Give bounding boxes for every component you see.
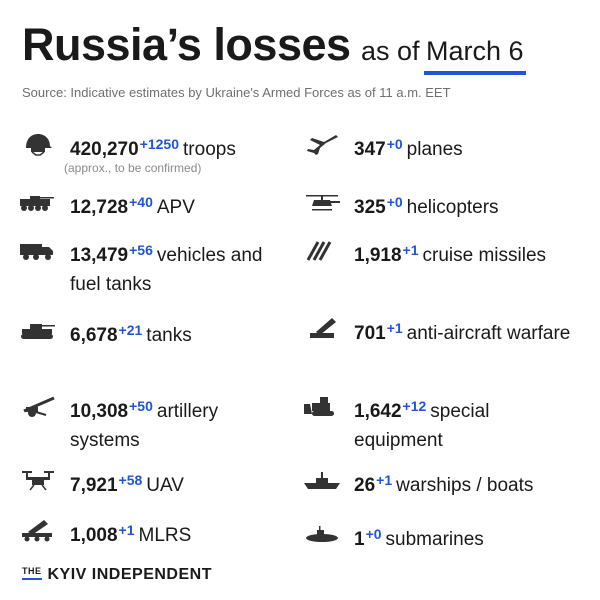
- stat-cruise-missiles: 1,918+1 cruise missiles: [302, 236, 572, 270]
- source-line: Source: Indicative estimates by Ukraine'…: [22, 85, 451, 100]
- stat-tanks: 6,678+21 tanks: [18, 316, 288, 350]
- page-title: Russia’s losses: [22, 19, 351, 70]
- stat-artillery: 10,308+50 artillery systems: [18, 392, 288, 455]
- submarine-icon: [302, 522, 342, 546]
- tank-icon: [18, 318, 58, 342]
- missiles-icon: [302, 238, 342, 262]
- mlrs-icon: [18, 518, 58, 542]
- stat-helicopters: 325+0 helicopters: [302, 188, 572, 222]
- bulldozer-icon: [302, 394, 342, 418]
- drone-icon: [18, 468, 58, 492]
- footer-publication: KYIV INDEPENDENT: [47, 566, 212, 583]
- stat-anti-aircraft: 701+1 anti-aircraft warfare: [302, 314, 572, 348]
- stat-uav: 7,921+58 UAV: [18, 466, 288, 500]
- plane-icon: [302, 132, 342, 156]
- stat-mlrs: 1,008+1 MLRS: [18, 516, 288, 550]
- stat-apv: 12,728+40 APV: [18, 188, 288, 222]
- soldier-helmet-icon: [18, 132, 58, 156]
- troops-note: (approx., to be confirmed): [64, 161, 202, 175]
- warship-icon: [302, 468, 342, 492]
- stat-vehicles: 13,479+56 vehicles and fuel tanks: [18, 236, 288, 299]
- title-date: March 6: [425, 36, 524, 66]
- apv-icon: [18, 190, 58, 214]
- title-row: Russia’s losses as of March 6: [22, 22, 582, 67]
- header: Russia’s losses as of March 6 Source: In…: [22, 22, 582, 100]
- helicopter-icon: [302, 190, 342, 214]
- stat-special-equipment: 1,642+12 special equipment: [302, 392, 572, 455]
- stat-warships: 26+1 warships / boats: [302, 466, 572, 500]
- footer-the: THE: [22, 566, 42, 580]
- title-as-of: as of: [360, 36, 420, 66]
- artillery-icon: [18, 394, 58, 418]
- stat-submarines: 1+0 submarines: [302, 520, 572, 554]
- stat-planes: 347+0 planes: [302, 130, 572, 164]
- footer-logo: THE KYIV INDEPENDENT: [22, 566, 212, 584]
- stat-troops: 420,270+1250 troops (approx., to be confi…: [18, 130, 288, 175]
- truck-icon: [18, 238, 58, 262]
- anti-aircraft-icon: [302, 316, 342, 340]
